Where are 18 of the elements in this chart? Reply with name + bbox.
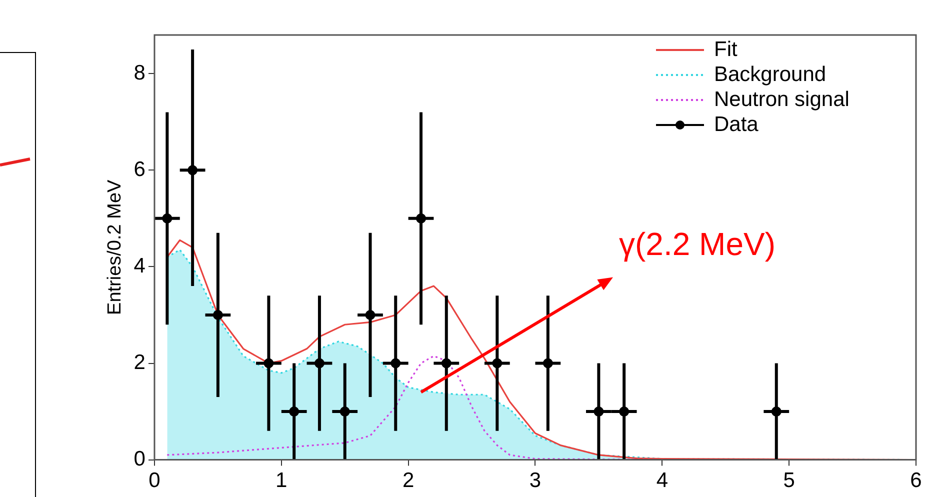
legend-label: Background (714, 62, 826, 86)
x-tick-label: 5 (783, 469, 795, 492)
x-tick-label: 2 (402, 469, 414, 492)
x-tick-label: 0 (148, 469, 160, 492)
y-axis-title: Entries/0.2 MeV (104, 179, 126, 315)
legend-label: Data (714, 112, 759, 136)
x-tick-label: 3 (529, 469, 542, 492)
y-tick-label: 2 (134, 351, 146, 374)
y-tick-label: 6 (134, 158, 146, 181)
legend-label: Neutron signal (714, 88, 850, 111)
y-tick-label: 0 (134, 448, 146, 471)
y-tick-label: 4 (134, 254, 146, 278)
y-tick-label: 8 (134, 61, 146, 84)
x-tick-label: 6 (910, 469, 922, 492)
x-tick-label: 4 (656, 469, 668, 492)
x-tick-label: 1 (276, 469, 288, 492)
annotation: γ(2.2 MeV) (619, 226, 776, 262)
legend-label: Fit (714, 38, 738, 61)
